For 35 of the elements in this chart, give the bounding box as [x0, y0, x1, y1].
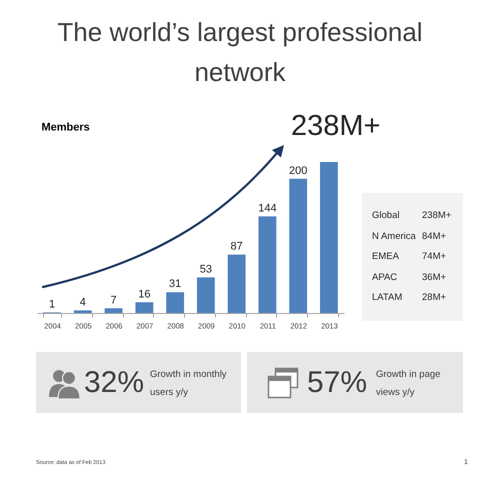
- text: 74M+: [422, 250, 446, 264]
- data-label: 4: [80, 296, 86, 308]
- bar: [135, 302, 154, 313]
- data-label: 16: [138, 288, 150, 300]
- text: 36M+: [422, 270, 446, 284]
- data-label: 7: [110, 294, 117, 306]
- bar: [228, 254, 246, 313]
- data-label: 200: [288, 164, 308, 177]
- text: 238M+: [291, 110, 380, 143]
- text: EMEA: [372, 250, 399, 264]
- data-label: 53: [200, 263, 212, 276]
- chart-title: The world’s largest professional network: [56, 16, 424, 89]
- y-axis-title: Members: [42, 122, 90, 134]
- bar: [258, 216, 276, 313]
- data-label: 31: [168, 278, 182, 290]
- text: APAC: [372, 270, 398, 284]
- data-label: 1: [49, 298, 56, 310]
- text: Growth in page views y/y: [376, 368, 442, 400]
- text: LATAM: [372, 291, 402, 305]
- text: Global: [372, 209, 400, 223]
- text: 84M+: [422, 230, 446, 244]
- bar: [74, 310, 92, 313]
- bar: [104, 308, 123, 313]
- text: 28M+: [422, 291, 446, 305]
- text: 57%: [307, 365, 368, 401]
- bar: [166, 292, 184, 313]
- text: Growth in monthly users y/y: [150, 368, 228, 400]
- text: 32%: [84, 365, 144, 401]
- bar: [320, 162, 338, 313]
- text: N America: [372, 230, 416, 244]
- data-label: 144: [258, 202, 277, 214]
- text: 238M+: [422, 209, 452, 223]
- data-label: 87: [230, 240, 243, 253]
- bar: [289, 178, 308, 313]
- bar: [196, 277, 215, 313]
